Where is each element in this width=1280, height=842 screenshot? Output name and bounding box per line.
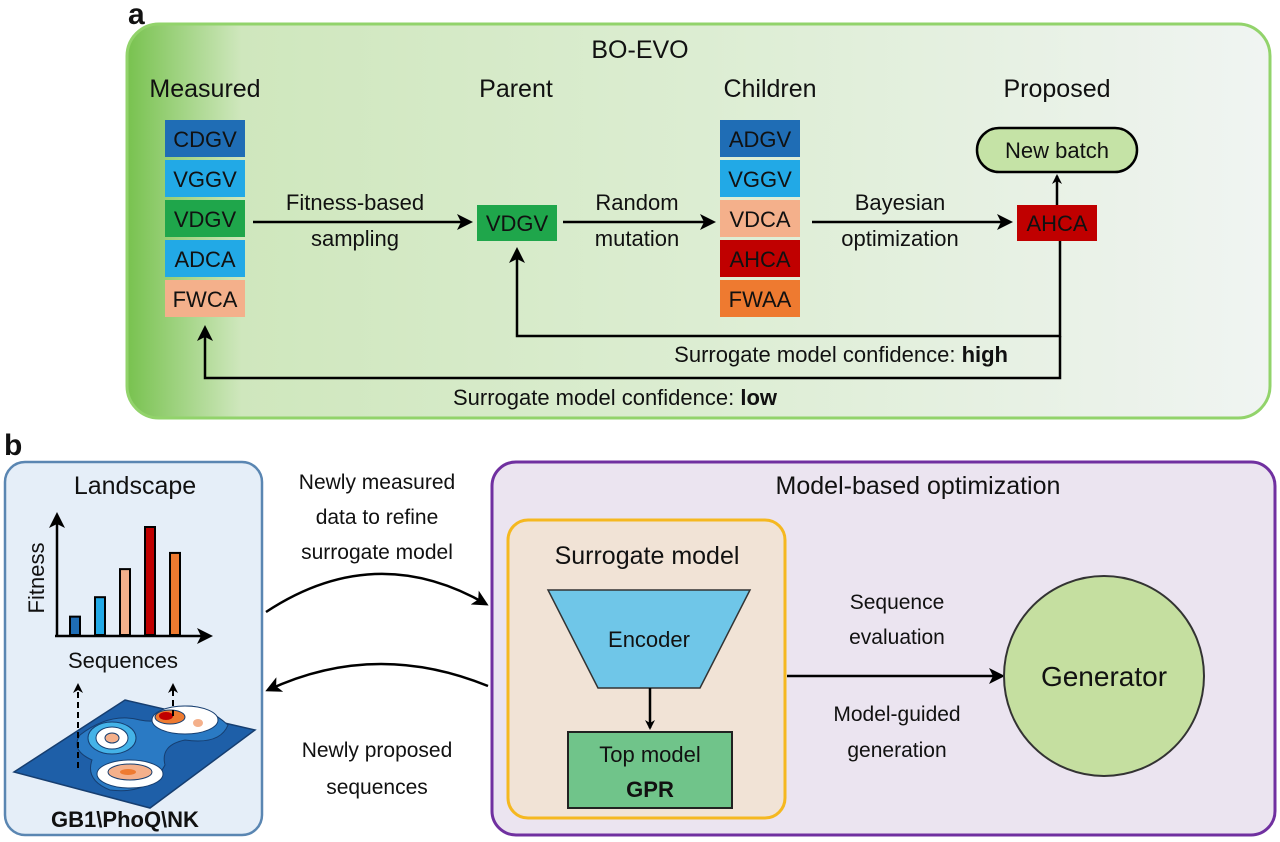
measured-header: Measured <box>149 75 260 103</box>
sequence-box <box>165 160 245 197</box>
evaluation-label-2: evaluation <box>849 626 945 649</box>
generator-circle <box>1003 575 1205 777</box>
new-batch-label: New batch <box>1005 138 1109 163</box>
parent-sequence-box <box>477 205 557 241</box>
panel-b-letter: b <box>4 429 22 462</box>
generation-label-1: Model-guided <box>833 703 960 726</box>
fitness-bar <box>169 551 181 636</box>
top-model-box <box>567 731 733 809</box>
mbo-title: Model-based optimization <box>776 472 1061 500</box>
sequence-label: FWCA <box>173 287 238 312</box>
sequence-box <box>165 200 245 237</box>
bayesian-label-2: optimization <box>841 226 958 251</box>
evaluation-label-1: Sequence <box>850 591 945 614</box>
sequence-box <box>165 280 245 317</box>
sampling-label-1: Fitness-based <box>286 190 424 215</box>
sequence-label: FWAA <box>729 287 792 312</box>
mutation-label-2: mutation <box>595 226 679 251</box>
sequence-label: ADCA <box>174 247 235 272</box>
sequence-label: AHCA <box>729 247 790 272</box>
parent-sequence: VDGV <box>486 211 549 236</box>
encoder-shape <box>546 589 752 689</box>
proposed-sequence: AHCA <box>1026 211 1087 236</box>
to-landscape-label-1: Newly proposed <box>302 739 453 762</box>
fitness-bar <box>69 615 81 637</box>
sequence-box <box>720 120 800 157</box>
children-sequences: ADGV VGGV VDCA AHCA FWAA <box>720 120 800 317</box>
sequence-box <box>165 120 245 157</box>
encoder-label: Encoder <box>608 627 690 652</box>
sequence-box <box>720 240 800 277</box>
sampling-label-2: sampling <box>311 226 399 251</box>
proposed-sequence-box <box>1017 205 1097 241</box>
measured-sequences: CDGV VGGV VDGV ADCA FWCA <box>165 120 245 317</box>
to-landscape-arrow <box>265 662 489 692</box>
fitness-landscape-surface <box>12 683 257 809</box>
parent-header: Parent <box>479 75 553 103</box>
low-confidence-loop <box>197 325 1062 380</box>
low-confidence-label: Surrogate model confidence: low <box>453 385 778 410</box>
fitness-bar <box>119 568 131 636</box>
sequence-label: VGGV <box>728 167 792 192</box>
to-model-label-1: Newly measured <box>299 471 455 494</box>
dataset-names: GB1\PhoQ\NK <box>51 807 199 832</box>
sequence-box <box>165 240 245 277</box>
bayesian-label-1: Bayesian <box>855 190 946 215</box>
fitness-bar <box>144 526 156 636</box>
high-confidence-loop <box>509 241 1062 338</box>
sequence-label: CDGV <box>173 127 237 152</box>
sequence-box <box>720 280 800 317</box>
high-confidence-label: Surrogate model confidence: high <box>674 342 1008 367</box>
fitness-label: Fitness <box>24 543 49 614</box>
sequence-box <box>720 160 800 197</box>
to-model-arrow <box>265 572 489 614</box>
panel-a-letter: a <box>128 0 145 31</box>
mutation-label-1: Random <box>595 190 678 215</box>
fitness-bar <box>94 596 106 637</box>
generator-label: Generator <box>1041 661 1167 692</box>
generation-label-2: generation <box>847 739 946 762</box>
bo-evo-title: BO-EVO <box>591 36 688 64</box>
sequence-box <box>720 200 800 237</box>
children-header: Children <box>723 75 816 103</box>
to-model-label-3: surrogate model <box>301 541 453 564</box>
sequence-label: VDCA <box>729 207 790 232</box>
top-model-type: GPR <box>626 777 674 802</box>
surrogate-title: Surrogate model <box>555 542 740 570</box>
to-model-label-2: data to refine <box>316 506 439 529</box>
new-batch-box <box>975 126 1139 174</box>
sequence-label: ADGV <box>729 127 792 152</box>
proposed-header: Proposed <box>1003 75 1110 103</box>
sequence-label: VGGV <box>173 167 237 192</box>
to-landscape-label-2: sequences <box>326 776 428 799</box>
sequence-label: VDGV <box>174 207 237 232</box>
landscape-title: Landscape <box>74 472 196 500</box>
sequences-label: Sequences <box>68 648 178 673</box>
top-model-label: Top model <box>599 742 701 767</box>
